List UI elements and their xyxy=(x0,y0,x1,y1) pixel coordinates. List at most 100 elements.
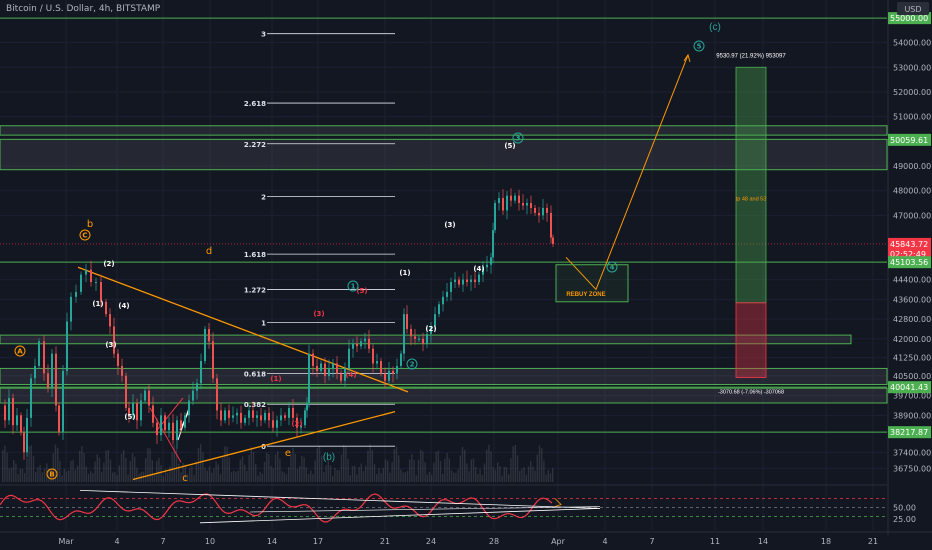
candle-body xyxy=(58,405,60,432)
volume-bar xyxy=(264,462,265,482)
candle-body xyxy=(384,373,386,380)
volume-bar xyxy=(81,446,82,482)
candle-body xyxy=(348,349,350,369)
rebuy-zone-label: REBUY ZONE xyxy=(566,292,605,298)
volume-bar xyxy=(391,462,392,482)
candle-body xyxy=(4,405,6,420)
price-tick-label: 52000.00 xyxy=(893,88,931,97)
volume-bar xyxy=(90,471,91,482)
volume-bar xyxy=(229,458,230,482)
volume-bar xyxy=(189,468,190,482)
circled-wave-label: 2 xyxy=(410,361,415,369)
fib-level-label: 2.272 xyxy=(244,141,266,149)
position-loss-label: -3070.68 (-7.06%) -307068 xyxy=(718,390,784,396)
volume-bar xyxy=(385,460,386,482)
candle-body xyxy=(272,420,274,427)
time-tick-label: 11 xyxy=(710,537,720,546)
time-tick-label: 14 xyxy=(758,537,768,546)
candle-body xyxy=(20,415,22,432)
candle-body xyxy=(95,282,97,283)
candle-body xyxy=(494,203,496,230)
candle-body xyxy=(16,415,18,425)
volume-bar xyxy=(482,475,483,482)
volume-bar xyxy=(352,466,353,482)
volume-bar xyxy=(297,469,298,482)
price-tick-label: 53000.00 xyxy=(893,63,931,72)
volume-bar xyxy=(521,469,522,482)
volume-bar xyxy=(405,472,406,482)
volume-bar xyxy=(11,468,12,482)
candle-body xyxy=(212,341,214,378)
volume-bar xyxy=(446,453,447,482)
volume-bar xyxy=(178,464,179,482)
candle-body xyxy=(306,403,308,410)
volume-bar xyxy=(277,451,278,482)
candle-body xyxy=(304,410,306,425)
volume-bar xyxy=(281,471,282,482)
volume-bar xyxy=(383,468,384,482)
volume-bar xyxy=(207,471,208,482)
volume-bar xyxy=(134,457,135,482)
currency-tag[interactable]: USD xyxy=(897,2,929,15)
wave-label: (3) xyxy=(313,310,324,318)
volume-bar xyxy=(409,459,410,482)
volume-bar xyxy=(477,474,478,482)
candle-body xyxy=(352,344,354,349)
volume-bar xyxy=(156,461,157,482)
volume-bar xyxy=(433,463,434,482)
stop-loss-zone xyxy=(736,303,766,378)
candle-body xyxy=(510,196,512,201)
candle-body xyxy=(26,418,28,453)
price-tick-label: 41250.00 xyxy=(893,353,931,362)
volume-bar xyxy=(537,454,538,482)
candle-body xyxy=(340,373,342,380)
volume-bar xyxy=(105,451,106,482)
volume-bar xyxy=(411,454,412,482)
volume-bar xyxy=(462,447,463,482)
candle-body xyxy=(422,339,424,344)
fib-level-label: 0.618 xyxy=(244,370,266,378)
volume-bar xyxy=(354,466,355,482)
volume-bar xyxy=(350,475,351,482)
candle-body xyxy=(90,270,92,282)
volume-bar xyxy=(273,468,274,482)
volume-bar xyxy=(332,476,333,482)
volume-bar xyxy=(240,460,241,482)
candle-body xyxy=(66,322,68,371)
volume-bar xyxy=(4,445,5,482)
volume-bar xyxy=(92,473,93,482)
time-tick-label: 17 xyxy=(313,537,323,546)
volume-bar xyxy=(372,450,373,482)
candle-body xyxy=(486,265,488,267)
volume-bar xyxy=(233,471,234,482)
candle-body xyxy=(140,401,142,421)
volume-bar xyxy=(523,467,524,482)
volume-bar xyxy=(17,474,18,482)
price-tick-label: 42000.00 xyxy=(893,335,931,344)
volume-bar xyxy=(251,447,252,482)
volume-bar xyxy=(301,456,302,482)
volume-bar xyxy=(88,474,89,482)
volume-bar xyxy=(152,460,153,482)
volume-bar xyxy=(213,468,214,482)
volume-bar xyxy=(435,452,436,482)
candle-body xyxy=(336,364,338,374)
candle-body xyxy=(144,391,146,401)
wave-label: (5) xyxy=(356,287,367,295)
currency-label: USD xyxy=(904,5,921,14)
price-tick-label: 54000.00 xyxy=(893,39,931,48)
volume-bar xyxy=(68,470,69,482)
volume-bar xyxy=(499,466,500,482)
volume-bar xyxy=(209,467,210,482)
candle-body xyxy=(324,364,326,376)
volume-bar xyxy=(471,459,472,482)
wave-label: (4) xyxy=(473,265,484,273)
candle-body xyxy=(252,410,254,417)
price-tick-label: 49000.00 xyxy=(893,162,931,171)
candle-body xyxy=(454,280,456,282)
volume-bar xyxy=(28,446,29,482)
volume-bar xyxy=(20,469,21,482)
price-tick-label: 47000.00 xyxy=(893,211,931,220)
volume-bar xyxy=(171,452,172,482)
